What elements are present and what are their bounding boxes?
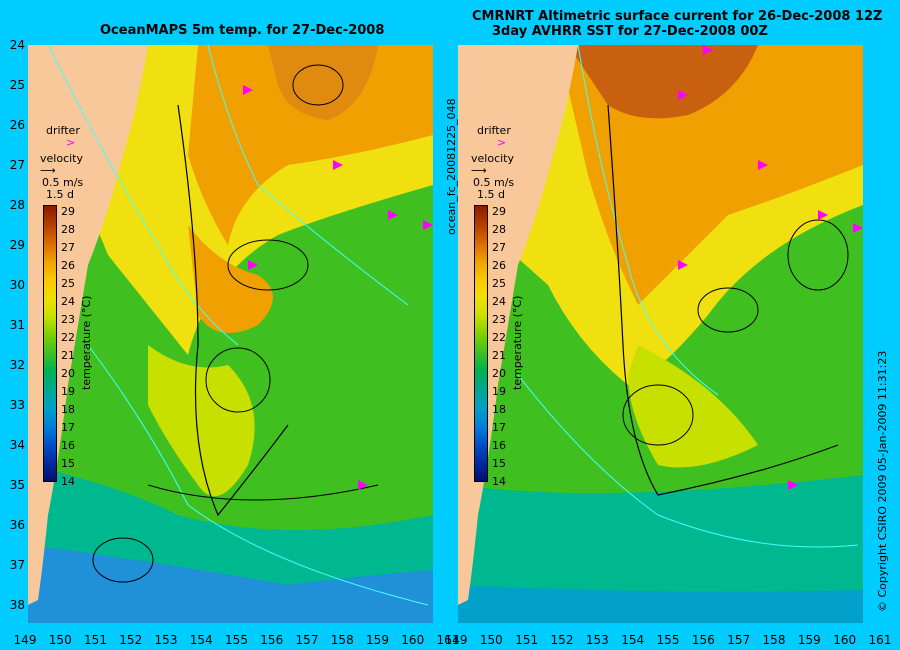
right-map-title-line2: 3day AVHRR SST for 27-Dec-2008 00Z xyxy=(492,24,768,39)
longitude-tick-label: 151 xyxy=(84,633,107,647)
longitude-tick-label: 160 xyxy=(833,633,857,647)
colorbar-tick-label: 29 xyxy=(61,205,75,218)
velocity-legend-label-right: velocity xyxy=(471,152,514,165)
left-map-panel[interactable] xyxy=(28,45,433,623)
longitude-tick-label: 153 xyxy=(585,633,609,647)
longitude-tick-label: 154 xyxy=(621,633,645,647)
colorbar-tick-label: 22 xyxy=(492,331,506,344)
colorbar-tick-label: 22 xyxy=(61,331,75,344)
colorbar-title-right: temperature (°C) xyxy=(511,295,524,390)
latitude-tick-label: 30 xyxy=(9,278,25,292)
longitude-tick-label: 157 xyxy=(295,633,319,647)
latitude-tick-label: 26 xyxy=(9,118,25,132)
colorbar-tick-label: 16 xyxy=(61,439,75,452)
colorbar-tick-label: 27 xyxy=(61,241,75,254)
colorbar-tick-label: 24 xyxy=(61,295,75,308)
colorbar-tick-label: 18 xyxy=(61,403,75,416)
colorbar-tick-label: 14 xyxy=(61,475,75,488)
longitude-tick-label: 149 xyxy=(13,633,37,647)
latitude-tick-label: 37 xyxy=(9,558,25,572)
latitude-tick-label: 33 xyxy=(9,398,25,412)
longitude-tick-label: 152 xyxy=(119,633,143,647)
velocity-scale-duration-right: 1.5 d xyxy=(477,188,505,201)
colorbar-tick-label: 16 xyxy=(492,439,506,452)
longitude-tick-label: 150 xyxy=(479,633,503,647)
colorbar-tick-label: 21 xyxy=(492,349,506,362)
colorbar-tick-label: 17 xyxy=(492,421,506,434)
longitude-tick-label: 150 xyxy=(48,633,72,647)
right-map-title-line1: CMRNRT Altimetric surface current for 26… xyxy=(472,9,883,24)
colorbar-tick-label: 28 xyxy=(492,223,506,236)
longitude-tick-label: 157 xyxy=(727,633,751,647)
right-map-panel[interactable] xyxy=(458,45,863,623)
longitude-tick-label: 158 xyxy=(762,633,786,647)
latitude-tick-label: 28 xyxy=(9,198,25,212)
colorbar-tick-label: 14 xyxy=(492,475,506,488)
colorbar-tick-label: 20 xyxy=(61,367,75,380)
colorbar-tick-label: 21 xyxy=(61,349,75,362)
velocity-scale-speed-right: 0.5 m/s xyxy=(473,176,515,189)
longitude-tick-label: 158 xyxy=(330,633,354,647)
longitude-tick-label: 160 xyxy=(401,633,425,647)
longitude-tick-label: 151 xyxy=(515,633,539,647)
colorbar-tick-label: 29 xyxy=(492,205,506,218)
longitude-tick-label: 155 xyxy=(656,633,680,647)
product-id-label: ocean_fc_20081225_048 xyxy=(445,98,458,235)
left-map-title: OceanMAPS 5m temp. for 27-Dec-2008 xyxy=(100,23,385,38)
longitude-tick-label: 161 xyxy=(868,633,892,647)
longitude-tick-label: 159 xyxy=(797,633,821,647)
longitude-tick-label: 153 xyxy=(154,633,178,647)
velocity-arrow-icon: ⟶ xyxy=(40,164,56,177)
colorbar-tick-label: 27 xyxy=(492,241,506,254)
colorbar-tick-label: 15 xyxy=(61,457,75,470)
latitude-tick-label: 27 xyxy=(9,158,25,172)
latitude-tick-label: 35 xyxy=(9,478,25,492)
colorbar-tick-label: 26 xyxy=(492,259,506,272)
drifter-legend-label: drifter xyxy=(46,124,80,137)
colorbar-tick-label: 17 xyxy=(61,421,75,434)
latitude-tick-label: 25 xyxy=(9,78,25,92)
longitude-tick-label: 154 xyxy=(189,633,213,647)
longitude-tick-label: 152 xyxy=(550,633,574,647)
velocity-scale-speed: 0.5 m/s xyxy=(42,176,84,189)
latitude-tick-label: 38 xyxy=(9,598,25,612)
longitude-tick-label: 155 xyxy=(225,633,248,647)
drifter-arrow-icon-right: > xyxy=(497,136,507,149)
colorbar-tick-label: 25 xyxy=(492,277,506,290)
copyright-label: © Copyright CSIRO 2009 05-Jan-2009 11:31… xyxy=(876,350,889,612)
colorbar-title-left: temperature (°C) xyxy=(80,295,93,390)
drifter-arrow-icon: > xyxy=(66,136,76,149)
longitude-tick-label: 149 xyxy=(444,633,468,647)
longitude-tick-label: 159 xyxy=(366,633,389,647)
colorbar-tick-label: 19 xyxy=(492,385,506,398)
colorbar-tick-label: 15 xyxy=(492,457,506,470)
drifter-legend-label-right: drifter xyxy=(477,124,511,137)
latitude-tick-label: 32 xyxy=(9,358,25,372)
colorbar-tick-label: 18 xyxy=(492,403,506,416)
temperature-colorbar xyxy=(43,205,57,482)
latitude-tick-label: 24 xyxy=(9,38,25,52)
latitude-tick-label: 31 xyxy=(9,318,25,332)
velocity-arrow-icon-right: ⟶ xyxy=(471,164,487,177)
velocity-scale-duration: 1.5 d xyxy=(46,188,74,201)
longitude-tick-label: 156 xyxy=(691,633,715,647)
colorbar-tick-label: 23 xyxy=(61,313,75,326)
latitude-tick-label: 29 xyxy=(9,238,25,252)
longitude-tick-label: 156 xyxy=(260,633,284,647)
colorbar-tick-label: 26 xyxy=(61,259,75,272)
temperature-colorbar-right xyxy=(474,205,488,482)
latitude-tick-label: 36 xyxy=(9,518,25,532)
colorbar-tick-label: 23 xyxy=(492,313,506,326)
colorbar-tick-label: 19 xyxy=(61,385,75,398)
colorbar-tick-label: 24 xyxy=(492,295,506,308)
latitude-tick-label: 34 xyxy=(9,438,25,452)
colorbar-tick-label: 25 xyxy=(61,277,75,290)
colorbar-tick-label: 20 xyxy=(492,367,506,380)
velocity-legend-label: velocity xyxy=(40,152,83,165)
colorbar-tick-label: 28 xyxy=(61,223,75,236)
longitude-tick-label: 161 xyxy=(436,633,460,647)
